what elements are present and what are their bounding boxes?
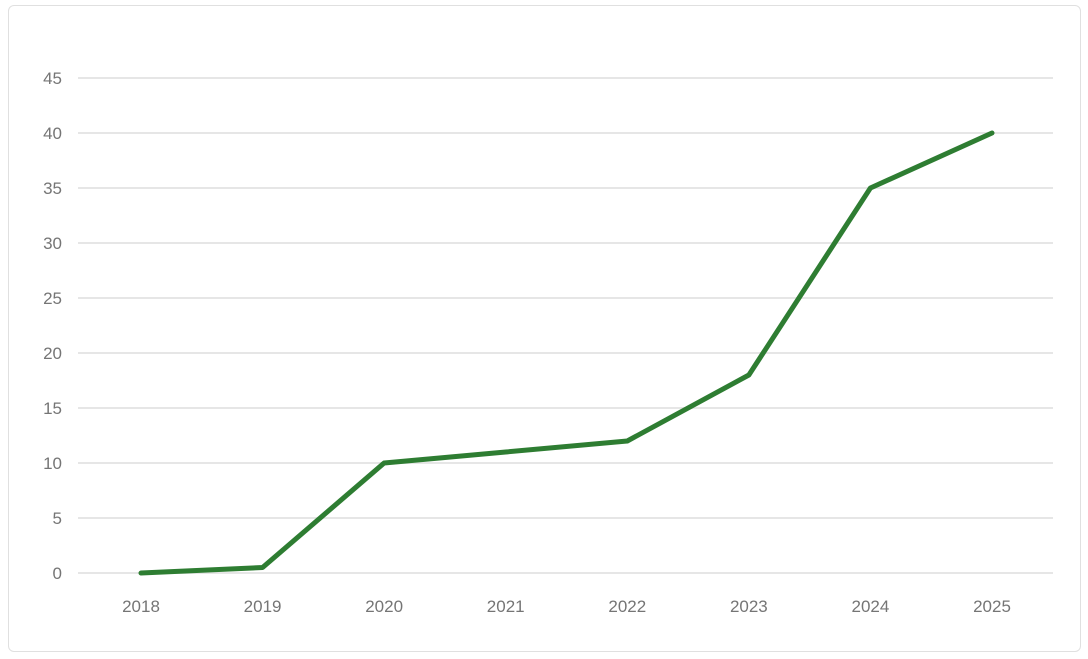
data-series-line: [138, 130, 995, 576]
y-tick-label: 35: [43, 179, 62, 198]
y-tick-label: 40: [43, 124, 62, 143]
series-polyline: [138, 130, 995, 576]
y-tick-label: 45: [43, 69, 62, 88]
y-tick-label: 5: [53, 509, 62, 528]
y-tick-label: 25: [43, 289, 62, 308]
x-tick-label: 2022: [608, 597, 646, 616]
x-tick-label: 2020: [365, 597, 403, 616]
y-tick-label: 10: [43, 454, 62, 473]
y-tick-label: 30: [43, 234, 62, 253]
y-tick-label: 0: [53, 564, 62, 583]
x-tick-label: 2023: [730, 597, 768, 616]
chart-panel: [8, 5, 1081, 652]
gridlines: [78, 77, 1053, 574]
y-axis-tick-labels: 0 5 10 15 20 25 30 35 40 45: [43, 69, 62, 583]
x-tick-label: 2021: [487, 597, 525, 616]
y-tick-label: 20: [43, 344, 62, 363]
x-axis-tick-labels: 2018 2019 2020 2021 2022 2023 2024 2025: [122, 597, 1011, 616]
x-tick-label: 2024: [852, 597, 890, 616]
x-tick-label: 2019: [244, 597, 282, 616]
y-tick-label: 15: [43, 399, 62, 418]
x-tick-label: 2018: [122, 597, 160, 616]
x-tick-label: 2025: [973, 597, 1011, 616]
